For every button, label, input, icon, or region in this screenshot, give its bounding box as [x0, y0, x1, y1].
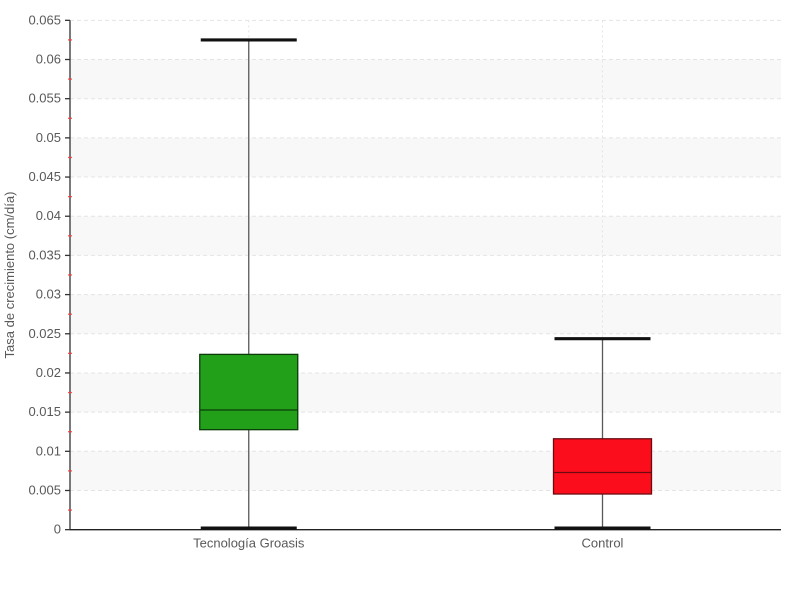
- svg-text:0: 0: [54, 522, 61, 537]
- svg-text:0.05: 0.05: [36, 130, 61, 145]
- svg-text:0.045: 0.045: [28, 169, 61, 184]
- svg-text:0.04: 0.04: [36, 208, 61, 223]
- svg-text:0.005: 0.005: [28, 482, 61, 497]
- svg-text:Tecnología Groasis: Tecnología Groasis: [193, 536, 305, 551]
- svg-text:Tasa de crecimiento (cm/día): Tasa de crecimiento (cm/día): [2, 192, 17, 359]
- svg-text:Control: Control: [582, 536, 624, 551]
- svg-text:0.065: 0.065: [28, 12, 61, 27]
- svg-text:0.01: 0.01: [36, 443, 61, 458]
- svg-text:0.035: 0.035: [28, 247, 61, 262]
- svg-text:0.025: 0.025: [28, 326, 61, 341]
- svg-text:0.02: 0.02: [36, 365, 61, 380]
- svg-text:0.015: 0.015: [28, 404, 61, 419]
- svg-text:0.03: 0.03: [36, 287, 61, 302]
- svg-text:0.06: 0.06: [36, 52, 61, 67]
- svg-text:0.055: 0.055: [28, 91, 61, 106]
